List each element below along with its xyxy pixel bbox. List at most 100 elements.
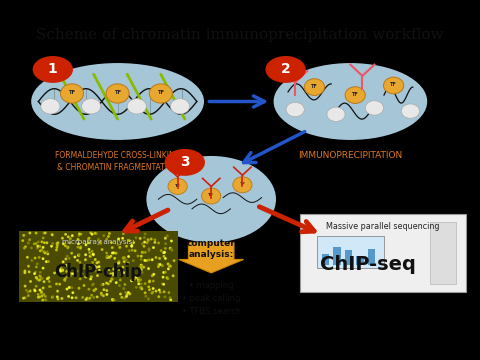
- Point: [97, 290, 105, 296]
- Point: [75, 252, 83, 258]
- Ellipse shape: [345, 87, 365, 103]
- Text: TF: TF: [69, 90, 75, 95]
- Point: [36, 277, 43, 283]
- Point: [134, 276, 142, 282]
- Point: [124, 290, 132, 296]
- Point: [128, 243, 136, 248]
- Text: Scheme of chromatin immunoprecipitation workflow: Scheme of chromatin immunoprecipitation …: [36, 28, 444, 42]
- Point: [90, 294, 97, 300]
- Point: [87, 252, 95, 258]
- Point: [34, 245, 41, 251]
- Point: [34, 292, 42, 297]
- Point: [95, 259, 102, 265]
- Point: [145, 257, 153, 263]
- Point: [81, 265, 88, 271]
- Point: [69, 233, 76, 239]
- Point: [115, 267, 123, 273]
- Point: [168, 238, 175, 244]
- Point: [53, 294, 61, 300]
- Point: [24, 263, 32, 269]
- Point: [33, 264, 40, 270]
- Point: [68, 285, 76, 291]
- Point: [61, 278, 69, 283]
- Point: [93, 231, 100, 237]
- Point: [120, 231, 127, 237]
- Ellipse shape: [304, 79, 324, 95]
- FancyBboxPatch shape: [300, 213, 466, 292]
- Point: [166, 295, 174, 301]
- Text: TF: TF: [352, 92, 359, 96]
- Point: [132, 235, 140, 240]
- Point: [82, 257, 89, 262]
- Point: [147, 236, 155, 242]
- Point: [118, 270, 126, 276]
- Point: [45, 275, 53, 280]
- Point: [170, 258, 178, 264]
- Point: [87, 230, 95, 236]
- Point: [35, 239, 42, 245]
- Point: [39, 265, 47, 271]
- Point: [125, 238, 133, 243]
- Point: [162, 235, 169, 241]
- Point: [165, 290, 173, 296]
- Point: [160, 250, 168, 256]
- Point: [60, 259, 67, 265]
- Point: [141, 235, 148, 240]
- Point: [62, 231, 70, 237]
- Point: [148, 257, 156, 262]
- Point: [109, 271, 117, 276]
- Point: [128, 247, 136, 253]
- Point: [65, 293, 72, 299]
- FancyBboxPatch shape: [19, 231, 178, 302]
- Point: [65, 285, 73, 291]
- Point: [39, 235, 47, 241]
- Point: [144, 238, 152, 243]
- Point: [48, 243, 55, 249]
- Point: [36, 248, 44, 254]
- Point: [26, 237, 34, 243]
- Point: [74, 257, 82, 263]
- Point: [66, 273, 74, 278]
- Point: [103, 288, 110, 293]
- Ellipse shape: [327, 107, 345, 122]
- Point: [66, 284, 73, 290]
- Point: [24, 255, 31, 260]
- Point: [31, 271, 38, 276]
- Point: [141, 281, 149, 287]
- Point: [129, 265, 136, 271]
- Point: [41, 230, 49, 236]
- Point: [24, 289, 32, 295]
- Point: [120, 255, 128, 261]
- Point: [43, 276, 51, 282]
- Point: [109, 272, 117, 278]
- Point: [35, 294, 42, 300]
- Text: FORMALDEHYDE CROSS-LINKING
& CHROMATIN FRAGMENTATION: FORMALDEHYDE CROSS-LINKING & CHROMATIN F…: [55, 151, 180, 172]
- Point: [32, 283, 40, 289]
- Circle shape: [165, 149, 205, 176]
- Point: [39, 285, 47, 291]
- Point: [166, 263, 173, 269]
- Point: [133, 274, 141, 280]
- Point: [162, 241, 169, 247]
- Point: [21, 283, 29, 289]
- Point: [168, 247, 176, 253]
- Point: [105, 266, 113, 272]
- Point: [150, 245, 157, 251]
- Point: [148, 290, 156, 296]
- Point: [82, 242, 90, 248]
- Point: [103, 236, 110, 242]
- Point: [40, 249, 48, 255]
- Point: [64, 245, 72, 251]
- Point: [37, 274, 45, 280]
- Point: [120, 255, 127, 261]
- Point: [79, 294, 86, 300]
- Point: [41, 297, 49, 302]
- Point: [121, 282, 129, 287]
- Point: [162, 235, 169, 240]
- Point: [75, 285, 83, 291]
- Point: [67, 236, 74, 242]
- Point: [128, 243, 135, 249]
- Point: [36, 294, 43, 300]
- Point: [60, 241, 67, 247]
- Point: [115, 260, 123, 266]
